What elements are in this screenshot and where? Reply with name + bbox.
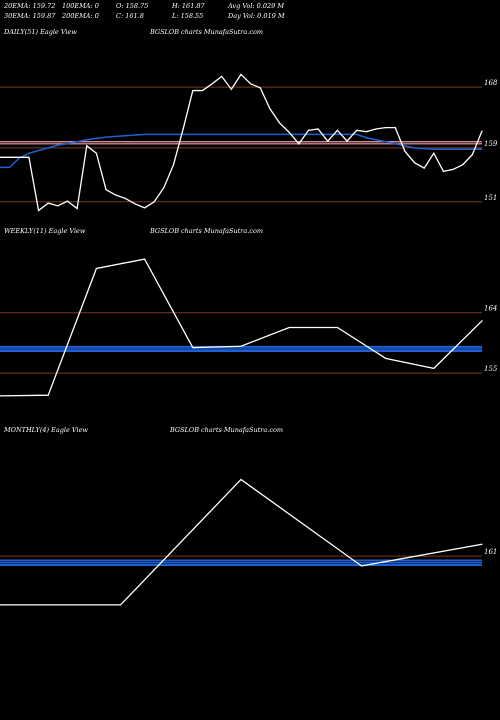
monthly-panel-watermark: BGSLOB charts MunafaSutra.com (170, 426, 284, 434)
header-ema200: 200EMA: 0 (62, 12, 99, 20)
daily-price-point (462, 164, 464, 166)
daily-price-point (18, 156, 20, 158)
monthly-price-point (0, 604, 1, 606)
header-open: O: 158.75 (116, 2, 149, 10)
daily-price-point (37, 209, 40, 212)
daily-panel-watermark: BGSLOB charts MunafaSutra.com (150, 28, 264, 36)
daily-price-point (307, 129, 310, 131)
weekly-tick-label: 155 (484, 365, 498, 373)
daily-price-point (394, 127, 396, 129)
weekly-price-point (385, 357, 387, 359)
daily-price-point (192, 89, 194, 92)
daily-price-point (356, 129, 358, 131)
daily-price-point (221, 75, 223, 77)
daily-tick-label: 151 (484, 194, 497, 202)
daily-price-point (375, 128, 377, 130)
daily-price-point (442, 170, 445, 173)
weekly-price-line (0, 258, 483, 397)
daily-price-point (317, 128, 319, 130)
daily-price-point (288, 131, 290, 133)
weekly-price-point (144, 258, 146, 260)
header-high: H: 161.87 (172, 2, 205, 10)
daily-price-point (336, 129, 338, 131)
weekly-price-point (240, 345, 242, 347)
daily-tick-label: 159 (484, 140, 498, 148)
daily-price-point (0, 156, 1, 158)
daily-price-point (471, 153, 473, 156)
daily-price-point (433, 152, 435, 154)
daily-price-point (250, 83, 252, 85)
weekly-tick-label: 164 (484, 305, 497, 313)
weekly-price-point (288, 326, 290, 329)
daily-price-point (298, 143, 300, 145)
daily-price-point (211, 83, 213, 85)
monthly-price-point (119, 604, 122, 606)
weekly-price-point (0, 395, 1, 397)
header-day-vol: Day Vol: 0.019 M (228, 12, 285, 20)
daily-price-point (269, 108, 271, 110)
header-avg-vol: Avg Vol: 0.029 M (228, 2, 285, 10)
daily-price-point (365, 131, 367, 133)
daily-price-point (385, 127, 387, 129)
daily-price-point (172, 164, 175, 166)
header-close: C: 161.8 (116, 12, 144, 20)
daily-price-point (452, 168, 454, 171)
daily-price-point (259, 87, 261, 89)
monthly-price-point (240, 478, 242, 481)
daily-price-point (57, 205, 59, 207)
daily-price-point (327, 140, 329, 142)
daily-price-point (28, 156, 30, 158)
header-ema30: 30EMA: 159.87 (4, 12, 56, 20)
weekly-price-point (336, 326, 338, 329)
daily-panel-label: DAILY(51) Eagle View (4, 28, 77, 36)
daily-price-point (95, 152, 97, 154)
daily-price-point (66, 200, 69, 202)
daily-ema-line (0, 133, 482, 169)
daily-price-point (76, 207, 78, 210)
daily-price-point (9, 156, 11, 158)
daily-price-point (47, 202, 49, 204)
daily-price-point (144, 207, 146, 209)
weekly-price-point (95, 267, 97, 270)
daily-price-point (86, 145, 88, 147)
weekly-price-point (192, 347, 194, 349)
daily-price-point (423, 167, 425, 169)
daily-price-point (134, 203, 136, 205)
weekly-price-point (433, 367, 435, 369)
header-ema20: 20EMA: 159.72 (4, 2, 56, 10)
daily-price-point (346, 140, 348, 142)
daily-price-point (201, 89, 204, 92)
daily-price-point (163, 187, 165, 189)
daily-price-point (404, 150, 406, 152)
daily-price-point (278, 122, 281, 124)
monthly-price-point (360, 565, 363, 567)
daily-price-point (182, 128, 184, 130)
daily-tick-label: 168 (484, 79, 498, 87)
daily-price-point (105, 189, 107, 191)
daily-price-point (124, 197, 126, 200)
weekly-panel-label: WEEKLY(11) Eagle View (4, 227, 86, 235)
daily-price-point (240, 73, 242, 75)
monthly-panel-label: MONTHLY(4) Eagle View (4, 426, 88, 434)
daily-price-point (153, 201, 155, 203)
daily-price-point (230, 88, 232, 90)
monthly-price-point (481, 543, 483, 545)
monthly-tick-label: 161 (484, 548, 497, 556)
daily-price-point (115, 194, 117, 196)
monthly-price-line (0, 478, 483, 606)
weekly-price-point (481, 320, 483, 322)
weekly-price-point (47, 394, 49, 396)
daily-price-point (413, 162, 416, 164)
daily-price-point (481, 130, 483, 132)
header-low: L: 158.55 (172, 12, 204, 20)
weekly-panel-watermark: BGSLOB charts MunafaSutra.com (150, 227, 264, 235)
header-ema100: 100EMA: 0 (62, 2, 99, 10)
